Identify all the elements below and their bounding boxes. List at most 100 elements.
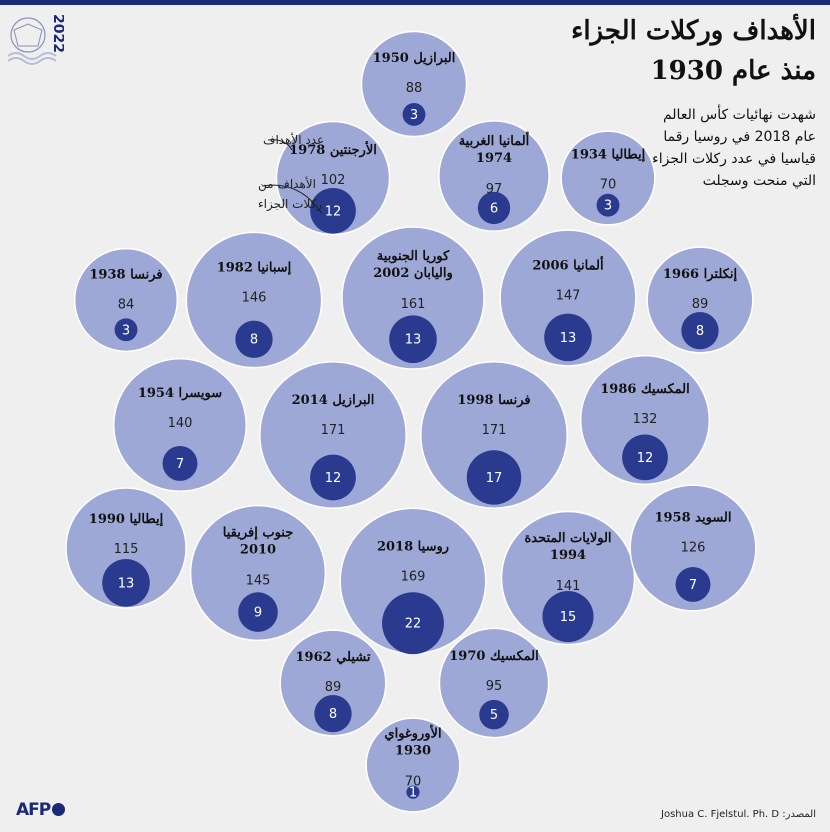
goals-circle bbox=[279, 629, 387, 737]
tournament-bubble: السويد 1958 126 7 bbox=[629, 484, 757, 612]
penalty-circle bbox=[466, 450, 522, 505]
goals-value: 70 bbox=[600, 177, 617, 192]
goals-value: 115 bbox=[114, 542, 139, 557]
tournament-bubble: ألمانيا 2006 147 13 bbox=[499, 229, 637, 367]
penalty-circle bbox=[402, 103, 426, 126]
tournament-label: روسيا 2018 bbox=[377, 539, 449, 554]
penalty-value: 12 bbox=[325, 471, 342, 486]
legend-leader-penalties bbox=[261, 184, 323, 215]
goals-value: 88 bbox=[406, 81, 423, 96]
chart-title-line1: الأهداف وركلات الجزاء bbox=[571, 16, 816, 46]
tournament-label: إيطاليا 1934 bbox=[571, 147, 646, 162]
goals-circle bbox=[560, 130, 656, 226]
tournament-label: الولايات المتحدة 1994 bbox=[524, 531, 611, 563]
penalty-circle bbox=[114, 318, 138, 342]
penalty-value: 8 bbox=[329, 707, 337, 722]
tournament-label: جنوب إفريقيا 2010 bbox=[223, 526, 294, 558]
tournament-label: الأوروغواي 1930 bbox=[384, 724, 441, 758]
goals-value: 140 bbox=[168, 416, 193, 431]
penalty-value: 22 bbox=[405, 617, 422, 632]
tournament-label: المكسيك 1970 bbox=[449, 649, 538, 664]
tournament-label: إنكلترا 1966 bbox=[663, 267, 738, 282]
legend-leader-goals bbox=[267, 139, 293, 151]
tournament-label: ألمانيا الغربية 1974 bbox=[459, 132, 530, 166]
goals-circle bbox=[629, 484, 757, 612]
tournament-label: فرنسا 1998 bbox=[457, 393, 530, 408]
penalty-circle bbox=[314, 694, 352, 733]
penalty-value: 12 bbox=[637, 451, 654, 466]
tournament-bubble: إسبانيا 1982 146 8 bbox=[185, 231, 323, 369]
goals-circle bbox=[499, 229, 637, 367]
goals-circle bbox=[365, 717, 461, 813]
goals-circle bbox=[579, 354, 711, 486]
afp-wordmark: AFP bbox=[16, 800, 51, 820]
penalty-circle bbox=[238, 592, 278, 632]
goals-circle bbox=[185, 231, 323, 369]
tournament-label: تشيلي 1962 bbox=[296, 650, 371, 665]
tournament-bubble: إيطاليا 1934 70 3 bbox=[560, 130, 656, 226]
tournament-label: السويد 1958 bbox=[654, 511, 731, 526]
penalty-value: 8 bbox=[696, 324, 704, 339]
penalty-circle bbox=[622, 434, 668, 481]
penalty-value: 15 bbox=[560, 610, 577, 625]
penalty-circle bbox=[310, 187, 356, 234]
logo-year: 2022 bbox=[50, 14, 64, 53]
penalty-circle bbox=[389, 315, 437, 364]
afp-logo-dot bbox=[52, 803, 66, 816]
goals-circle bbox=[438, 627, 550, 739]
penalty-value: 13 bbox=[405, 333, 422, 348]
penalty-value: 9 bbox=[254, 606, 262, 621]
goals-value: 70 bbox=[405, 774, 422, 789]
tournament-label: البرازيل 2014 bbox=[292, 393, 375, 408]
goals-circle bbox=[65, 487, 187, 609]
goals-circle bbox=[112, 357, 248, 493]
tournament-bubble: إيطاليا 1990 115 13 bbox=[65, 487, 187, 609]
goals-value: 171 bbox=[321, 423, 346, 438]
source-note: المصدر: Joshua C. Fjelstul. Ph. D bbox=[661, 809, 816, 820]
tournament-bubble: سويسرا 1954 140 7 bbox=[112, 357, 248, 493]
legend-annotation: عدد الأهداف الأهداف من ركلات الجزاء bbox=[258, 132, 324, 215]
penalty-value: 17 bbox=[486, 471, 503, 486]
goals-value: 95 bbox=[486, 679, 503, 694]
penalty-circle bbox=[406, 785, 420, 799]
goals-value: 84 bbox=[118, 297, 135, 312]
penalty-circle bbox=[102, 559, 150, 607]
legend-penalties-label: الأهداف من ركلات الجزاء bbox=[258, 176, 322, 212]
tournament-bubble: كوريا الجنوبية واليابان 2002 161 13 bbox=[341, 226, 485, 370]
penalty-value: 3 bbox=[604, 199, 612, 214]
goals-value: 145 bbox=[246, 574, 271, 589]
tournament-bubble: الولايات المتحدة 1994 141 15 bbox=[500, 510, 636, 646]
goals-value: 169 bbox=[401, 569, 426, 584]
penalty-value: 7 bbox=[689, 578, 697, 593]
tournament-bubble: الأوروغواي 1930 701 bbox=[365, 717, 461, 813]
chart-subtitle: شهدت نهائيات كأس العالم عام 2018 في روسي… bbox=[652, 107, 816, 189]
goals-circle bbox=[646, 246, 754, 354]
goals-value: 102 bbox=[321, 173, 346, 188]
tournament-bubble: جنوب إفريقيا 2010 145 9 bbox=[189, 504, 327, 642]
tournament-label: المكسيك 1986 bbox=[600, 382, 689, 397]
tournament-label: إسبانيا 1982 bbox=[217, 261, 292, 276]
goals-circle bbox=[341, 226, 485, 370]
afp-logo: AFP bbox=[16, 800, 66, 820]
goals-value: 89 bbox=[692, 297, 709, 312]
top-bar bbox=[0, 0, 830, 5]
tournament-bubble: الأرجنتين 1978 102 12 bbox=[275, 120, 391, 236]
penalty-circle bbox=[477, 191, 511, 225]
world-cup-2022-logo: 2022 bbox=[7, 14, 64, 65]
tournament-label: فرنسا 1938 bbox=[89, 267, 162, 282]
tournament-bubble: تشيلي 1962 89 8 bbox=[279, 629, 387, 737]
tournament-bubble: البرازيل 2014 171 12 bbox=[259, 361, 407, 509]
penalty-value: 3 bbox=[122, 323, 130, 338]
tournament-label: إيطاليا 1990 bbox=[89, 512, 164, 527]
goals-circle bbox=[189, 504, 327, 642]
penalty-circle bbox=[681, 311, 719, 350]
penalty-circle bbox=[162, 445, 198, 481]
penalty-value: 6 bbox=[490, 201, 498, 216]
goals-value: 161 bbox=[401, 297, 426, 312]
penalty-value: 3 bbox=[410, 108, 418, 123]
penalty-value: 13 bbox=[118, 576, 135, 591]
goals-value: 171 bbox=[482, 423, 507, 438]
tournament-label: كوريا الجنوبية واليابان 2002 bbox=[373, 249, 453, 281]
tournament-bubble: روسيا 2018 169 22 bbox=[339, 507, 487, 655]
